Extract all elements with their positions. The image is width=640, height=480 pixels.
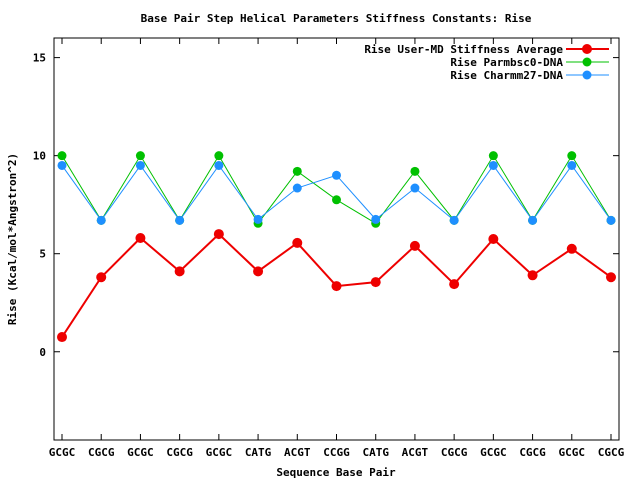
x-tick-label: CGCG [519, 446, 546, 459]
data-point [214, 160, 224, 170]
series [57, 160, 616, 225]
data-point [175, 215, 185, 225]
data-point [135, 233, 146, 244]
data-point [371, 214, 381, 224]
data-point [370, 277, 381, 288]
y-axis-label: Rise (Kcal/mol*Angstron^2) [6, 153, 19, 325]
data-point [332, 170, 341, 180]
x-tick-label: GCGC [127, 446, 154, 459]
x-tick-label: CGCG [88, 446, 115, 459]
data-point [135, 151, 145, 161]
data-point [527, 270, 538, 281]
x-tick-label: CGCG [441, 446, 468, 459]
data-point [449, 215, 459, 225]
data-point [566, 243, 577, 254]
legend-swatch-marker [582, 70, 592, 80]
data-point [96, 215, 106, 225]
legend-label: Rise Parmbsc0-DNA [450, 56, 563, 69]
y-tick-label: 0 [39, 346, 46, 359]
series [57, 229, 616, 343]
data-point [449, 279, 460, 290]
x-tick-label: CGCG [166, 446, 193, 459]
data-point [606, 215, 616, 225]
data-point [174, 266, 185, 277]
legend-swatch-marker [582, 44, 592, 54]
data-point [292, 166, 302, 176]
series-layer [57, 151, 616, 343]
x-tick-label: GCGC [480, 446, 507, 459]
x-tick-label: ACGT [402, 446, 429, 459]
y-tick-label: 10 [33, 150, 46, 163]
x-axis: GCGC CGCG GCGC CGCG GCGC CATG ACGT CCGG CATG ACGT… [49, 38, 625, 459]
x-tick-label: GCGC [49, 446, 76, 459]
data-point [488, 234, 499, 244]
data-point [213, 229, 224, 240]
data-point [135, 160, 145, 170]
y-tick-label: 5 [39, 248, 46, 261]
y-tick-label: 15 [33, 52, 46, 65]
data-point [410, 183, 420, 193]
data-point [57, 160, 67, 170]
x-tick-label: ACGT [284, 446, 311, 459]
data-point [528, 215, 538, 225]
x-tick-label: CATG [245, 446, 272, 459]
data-point [409, 240, 420, 251]
data-point [567, 151, 577, 161]
data-point [57, 151, 67, 161]
data-point [292, 237, 303, 248]
data-point [292, 183, 302, 193]
data-point [410, 166, 420, 176]
x-tick-label: CATG [362, 446, 389, 459]
data-point [567, 160, 577, 170]
data-point [96, 272, 107, 283]
chart-title: Base Pair Step Helical Parameters Stiffn… [141, 12, 532, 25]
data-point [488, 151, 498, 161]
x-tick-label: GCGC [559, 446, 586, 459]
data-point [214, 151, 224, 161]
data-point [253, 214, 263, 224]
x-axis-label: Sequence Base Pair [276, 466, 396, 479]
legend-label: Rise User-MD Stiffness Average [364, 43, 563, 56]
data-point [331, 281, 342, 292]
data-point [253, 266, 264, 277]
x-tick-label: CCGG [323, 446, 350, 459]
x-tick-label: CGCG [598, 446, 625, 459]
y-axis: 0 5 10 15 [33, 52, 619, 359]
data-point [488, 160, 498, 170]
data-point [57, 332, 67, 343]
legend-swatch-marker [582, 57, 592, 67]
legend-label: Rise Charmm27-DNA [450, 69, 563, 82]
x-tick-label: GCGC [206, 446, 233, 459]
data-point [332, 195, 341, 205]
data-point [606, 272, 616, 283]
